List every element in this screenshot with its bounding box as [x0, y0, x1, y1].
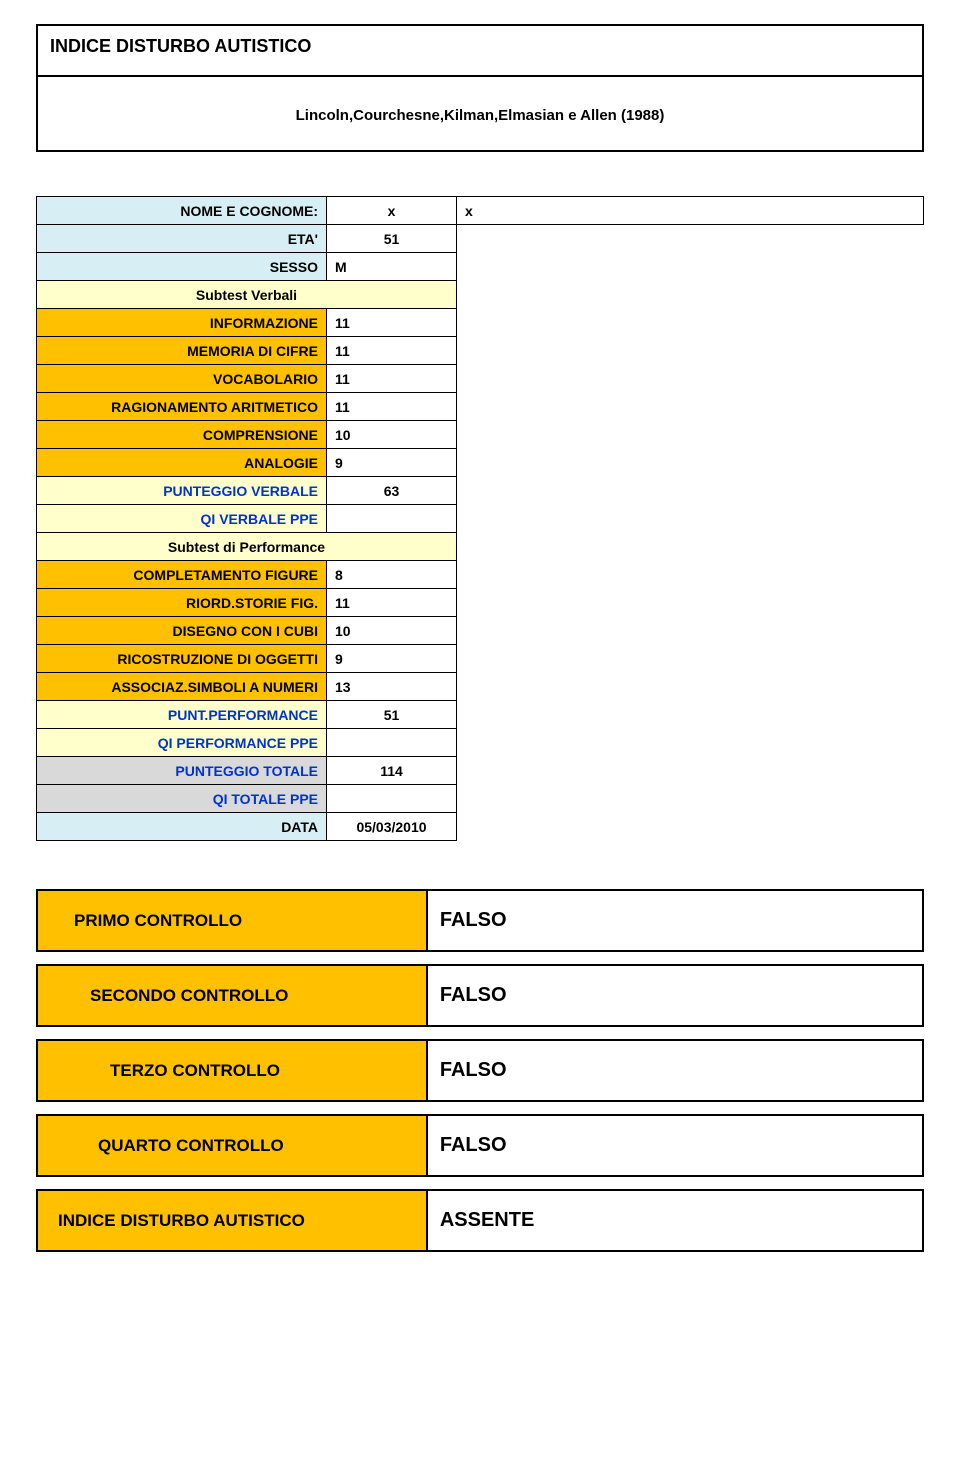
- val-qi-perf: [327, 729, 457, 757]
- control-label-4: INDICE DISTURBO AUTISTICO: [37, 1190, 427, 1251]
- row-verbali-1: MEMORIA DI CIFRE11: [37, 337, 924, 365]
- row-verbali-2: VOCABOLARIO11: [37, 365, 924, 393]
- control-row-1: SECONDO CONTROLLO FALSO: [36, 964, 924, 1027]
- row-qi-totale: QI TOTALE PPE: [37, 785, 924, 813]
- val-v4: 10: [327, 421, 457, 449]
- control-label-1: SECONDO CONTROLLO: [37, 965, 427, 1026]
- label-punt-perf: PUNT.PERFORMANCE: [37, 701, 327, 729]
- value-nome1: x: [327, 197, 457, 225]
- row-sesso: SESSO M: [37, 253, 924, 281]
- control-value-4: ASSENTE: [427, 1190, 923, 1251]
- label-data: DATA: [37, 813, 327, 841]
- val-p0: 8: [327, 561, 457, 589]
- val-v5: 9: [327, 449, 457, 477]
- label-v5: ANALOGIE: [37, 449, 327, 477]
- label-v2: VOCABOLARIO: [37, 365, 327, 393]
- row-data: DATA 05/03/2010: [37, 813, 924, 841]
- row-verbali-4: COMPRENSIONE10: [37, 421, 924, 449]
- val-v3: 11: [327, 393, 457, 421]
- control-value-3: FALSO: [427, 1115, 923, 1176]
- row-perf-0: COMPLETAMENTO FIGURE8: [37, 561, 924, 589]
- page-subtitle: Lincoln,Courchesne,Kilman,Elmasian e All…: [38, 77, 922, 150]
- row-verbali-0: INFORMAZIONE11: [37, 309, 924, 337]
- value-eta: 51: [327, 225, 457, 253]
- row-subtest-verbali: Subtest Verbali: [37, 281, 924, 309]
- subtest-perf-header: Subtest di Performance: [37, 533, 457, 561]
- val-v1: 11: [327, 337, 457, 365]
- row-subtest-perf: Subtest di Performance: [37, 533, 924, 561]
- label-v1: MEMORIA DI CIFRE: [37, 337, 327, 365]
- control-value-2: FALSO: [427, 1040, 923, 1101]
- label-punt-totale: PUNTEGGIO TOTALE: [37, 757, 327, 785]
- label-v4: COMPRENSIONE: [37, 421, 327, 449]
- row-verbali-5: ANALOGIE9: [37, 449, 924, 477]
- row-nome: NOME E COGNOME: x x: [37, 197, 924, 225]
- control-value-0: FALSO: [427, 890, 923, 951]
- control-row-2: TERZO CONTROLLO FALSO: [36, 1039, 924, 1102]
- row-perf-1: RIORD.STORIE FIG.11: [37, 589, 924, 617]
- control-label-2: TERZO CONTROLLO: [37, 1040, 427, 1101]
- control-row-0: PRIMO CONTROLLO FALSO: [36, 889, 924, 952]
- label-sesso: SESSO: [37, 253, 327, 281]
- row-qi-verbale: QI VERBALE PPE: [37, 505, 924, 533]
- label-p1: RIORD.STORIE FIG.: [37, 589, 327, 617]
- value-sesso: M: [327, 253, 457, 281]
- val-p4: 13: [327, 673, 457, 701]
- row-punt-perf: PUNT.PERFORMANCE 51: [37, 701, 924, 729]
- label-p0: COMPLETAMENTO FIGURE: [37, 561, 327, 589]
- label-nome: NOME E COGNOME:: [37, 197, 327, 225]
- data-form-table: NOME E COGNOME: x x ETA' 51 SESSO M Subt…: [36, 196, 924, 841]
- control-label-0: PRIMO CONTROLLO: [37, 890, 427, 951]
- control-row-4: INDICE DISTURBO AUTISTICO ASSENTE: [36, 1189, 924, 1252]
- control-value-1: FALSO: [427, 965, 923, 1026]
- val-punt-verbale: 63: [327, 477, 457, 505]
- val-punt-totale: 114: [327, 757, 457, 785]
- header-box: INDICE DISTURBO AUTISTICO Lincoln,Courch…: [36, 24, 924, 152]
- control-row-3: QUARTO CONTROLLO FALSO: [36, 1114, 924, 1177]
- label-eta: ETA': [37, 225, 327, 253]
- val-qi-totale: [327, 785, 457, 813]
- label-qi-verbale: QI VERBALE PPE: [37, 505, 327, 533]
- val-p2: 10: [327, 617, 457, 645]
- row-punt-verbale: PUNTEGGIO VERBALE 63: [37, 477, 924, 505]
- label-p3: RICOSTRUZIONE DI OGGETTI: [37, 645, 327, 673]
- subtest-verbali-header: Subtest Verbali: [37, 281, 457, 309]
- value-nome2: x: [457, 197, 924, 225]
- label-p2: DISEGNO CON I CUBI: [37, 617, 327, 645]
- row-perf-3: RICOSTRUZIONE DI OGGETTI9: [37, 645, 924, 673]
- val-qi-verbale: [327, 505, 457, 533]
- label-qi-totale: QI TOTALE PPE: [37, 785, 327, 813]
- label-punt-verbale: PUNTEGGIO VERBALE: [37, 477, 327, 505]
- page-title: INDICE DISTURBO AUTISTICO: [38, 26, 922, 77]
- row-eta: ETA' 51: [37, 225, 924, 253]
- label-v3: RAGIONAMENTO ARITMETICO: [37, 393, 327, 421]
- control-label-3: QUARTO CONTROLLO: [37, 1115, 427, 1176]
- row-perf-2: DISEGNO CON I CUBI10: [37, 617, 924, 645]
- val-punt-perf: 51: [327, 701, 457, 729]
- label-p4: ASSOCIAZ.SIMBOLI A NUMERI: [37, 673, 327, 701]
- val-p1: 11: [327, 589, 457, 617]
- label-qi-perf: QI PERFORMANCE PPE: [37, 729, 327, 757]
- row-perf-4: ASSOCIAZ.SIMBOLI A NUMERI13: [37, 673, 924, 701]
- val-p3: 9: [327, 645, 457, 673]
- row-punt-totale: PUNTEGGIO TOTALE 114: [37, 757, 924, 785]
- row-verbali-3: RAGIONAMENTO ARITMETICO11: [37, 393, 924, 421]
- val-data: 05/03/2010: [327, 813, 457, 841]
- label-v0: INFORMAZIONE: [37, 309, 327, 337]
- row-qi-perf: QI PERFORMANCE PPE: [37, 729, 924, 757]
- val-v2: 11: [327, 365, 457, 393]
- val-v0: 11: [327, 309, 457, 337]
